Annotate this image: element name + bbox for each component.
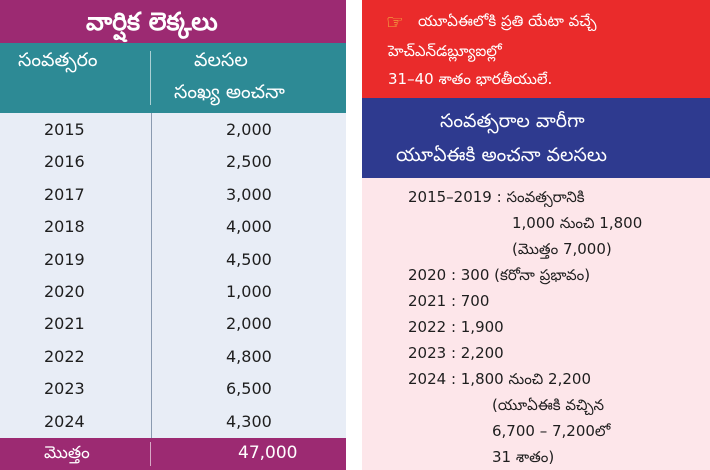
year-cell: 2021	[44, 314, 85, 334]
estimate-line: (మొత్తం 7,000)	[512, 240, 612, 258]
year-cell: 2020	[44, 281, 85, 301]
header-divider	[150, 51, 151, 105]
table-row: 2015 2,000	[0, 113, 346, 145]
table-row: 2022 4,800	[0, 340, 346, 372]
year-column-header: సంవత్సరం	[18, 49, 98, 71]
panel-heading-line-1: సంవత్సరాల వారీగా	[440, 110, 585, 132]
table-title: వార్షిక లెక్కలు	[0, 0, 346, 43]
total-label: మొత్తం	[44, 443, 90, 463]
table-row: 2019 4,500	[0, 243, 346, 275]
note-line-2: హెచ్ఎన్‌డబ్ల్యూఐల్లో	[388, 42, 502, 60]
panel-heading-line-2: యూఏఈకి అంచనా వలసలు	[396, 144, 607, 166]
year-cell: 2015	[44, 120, 85, 139]
estimate-column-header-line1: వలసల	[194, 49, 248, 71]
annual-figures-table: వార్షిక లెక్కలు సంవత్సరం వలసల సంఖ్య అంచన…	[0, 0, 346, 470]
note-line-3: 31–40 శాతం భారతీయులే.	[388, 70, 553, 88]
estimate-line: 2015–2019 : సంవత్సరానికి	[408, 188, 585, 206]
table-header: సంవత్సరం వలసల సంఖ్య అంచనా	[0, 43, 346, 113]
estimate-line: 31 శాతం)	[492, 448, 555, 466]
table-row: 2018 4,000	[0, 210, 346, 242]
table-row: 2024 4,300	[0, 405, 346, 437]
total-value: 47,000	[238, 443, 298, 463]
value-cell: 4,800	[226, 346, 272, 366]
year-cell: 2017	[44, 184, 85, 204]
estimate-line: 1,000 నుంచి 1,800	[512, 214, 643, 232]
value-cell: 4,500	[226, 249, 272, 269]
note-line-1: యూఏఈలోకి ప్రతి యేటా వచ్చే	[418, 12, 597, 30]
year-cell: 2018	[44, 217, 85, 237]
year-cell: 2023	[44, 379, 85, 399]
year-cell: 2016	[44, 152, 85, 172]
estimate-line: 2024 : 1,800 నుంచి 2,200	[408, 370, 591, 388]
estimate-line: 2022 : 1,900	[408, 318, 504, 336]
table-row: 2021 2,000	[0, 307, 346, 339]
estimate-line: (యూఏఈకి వచ్చిన	[492, 396, 605, 414]
value-cell: 6,500	[226, 379, 272, 399]
year-cell: 2022	[44, 346, 85, 366]
table-row: 2016 2,500	[0, 145, 346, 177]
yearly-estimates-panel: ☞ యూఏఈలోకి ప్రతి యేటా వచ్చే హెచ్ఎన్‌డబ్ల…	[362, 0, 710, 470]
table-row: 2023 6,500	[0, 372, 346, 404]
year-cell: 2019	[44, 249, 85, 269]
value-cell: 4,300	[226, 411, 272, 431]
pointing-hand-icon: ☞	[386, 10, 404, 34]
table-total-row: మొత్తం 47,000	[0, 438, 346, 470]
estimate-line: 6,700 – 7,200లో	[492, 422, 611, 440]
footer-divider	[150, 442, 151, 466]
value-cell: 2,000	[226, 120, 272, 139]
value-cell: 2,500	[226, 152, 272, 172]
value-cell: 2,000	[226, 314, 272, 334]
year-cell: 2024	[44, 411, 85, 431]
table-row: 2017 3,000	[0, 178, 346, 210]
estimate-column-header-line2: సంఖ్య అంచనా	[174, 81, 285, 103]
table-body: 2015 2,000 2016 2,500 2017 3,000 2018 4,000 …	[0, 113, 346, 437]
table-row: 2020 1,000	[0, 275, 346, 307]
column-divider	[151, 113, 152, 438]
value-cell: 4,000	[226, 217, 272, 237]
panel-heading: సంవత్సరాల వారీగా యూఏఈకి అంచనా వలసలు	[362, 98, 710, 178]
highlight-note: ☞ యూఏఈలోకి ప్రతి యేటా వచ్చే హెచ్ఎన్‌డబ్ల…	[362, 0, 710, 98]
estimate-line: 2021 : 700	[408, 292, 490, 310]
estimate-line: 2020 : 300 (కరోనా ప్రభావం)	[408, 266, 591, 284]
value-cell: 1,000	[226, 281, 272, 301]
estimate-line: 2023 : 2,200	[408, 344, 504, 362]
value-cell: 3,000	[226, 184, 272, 204]
